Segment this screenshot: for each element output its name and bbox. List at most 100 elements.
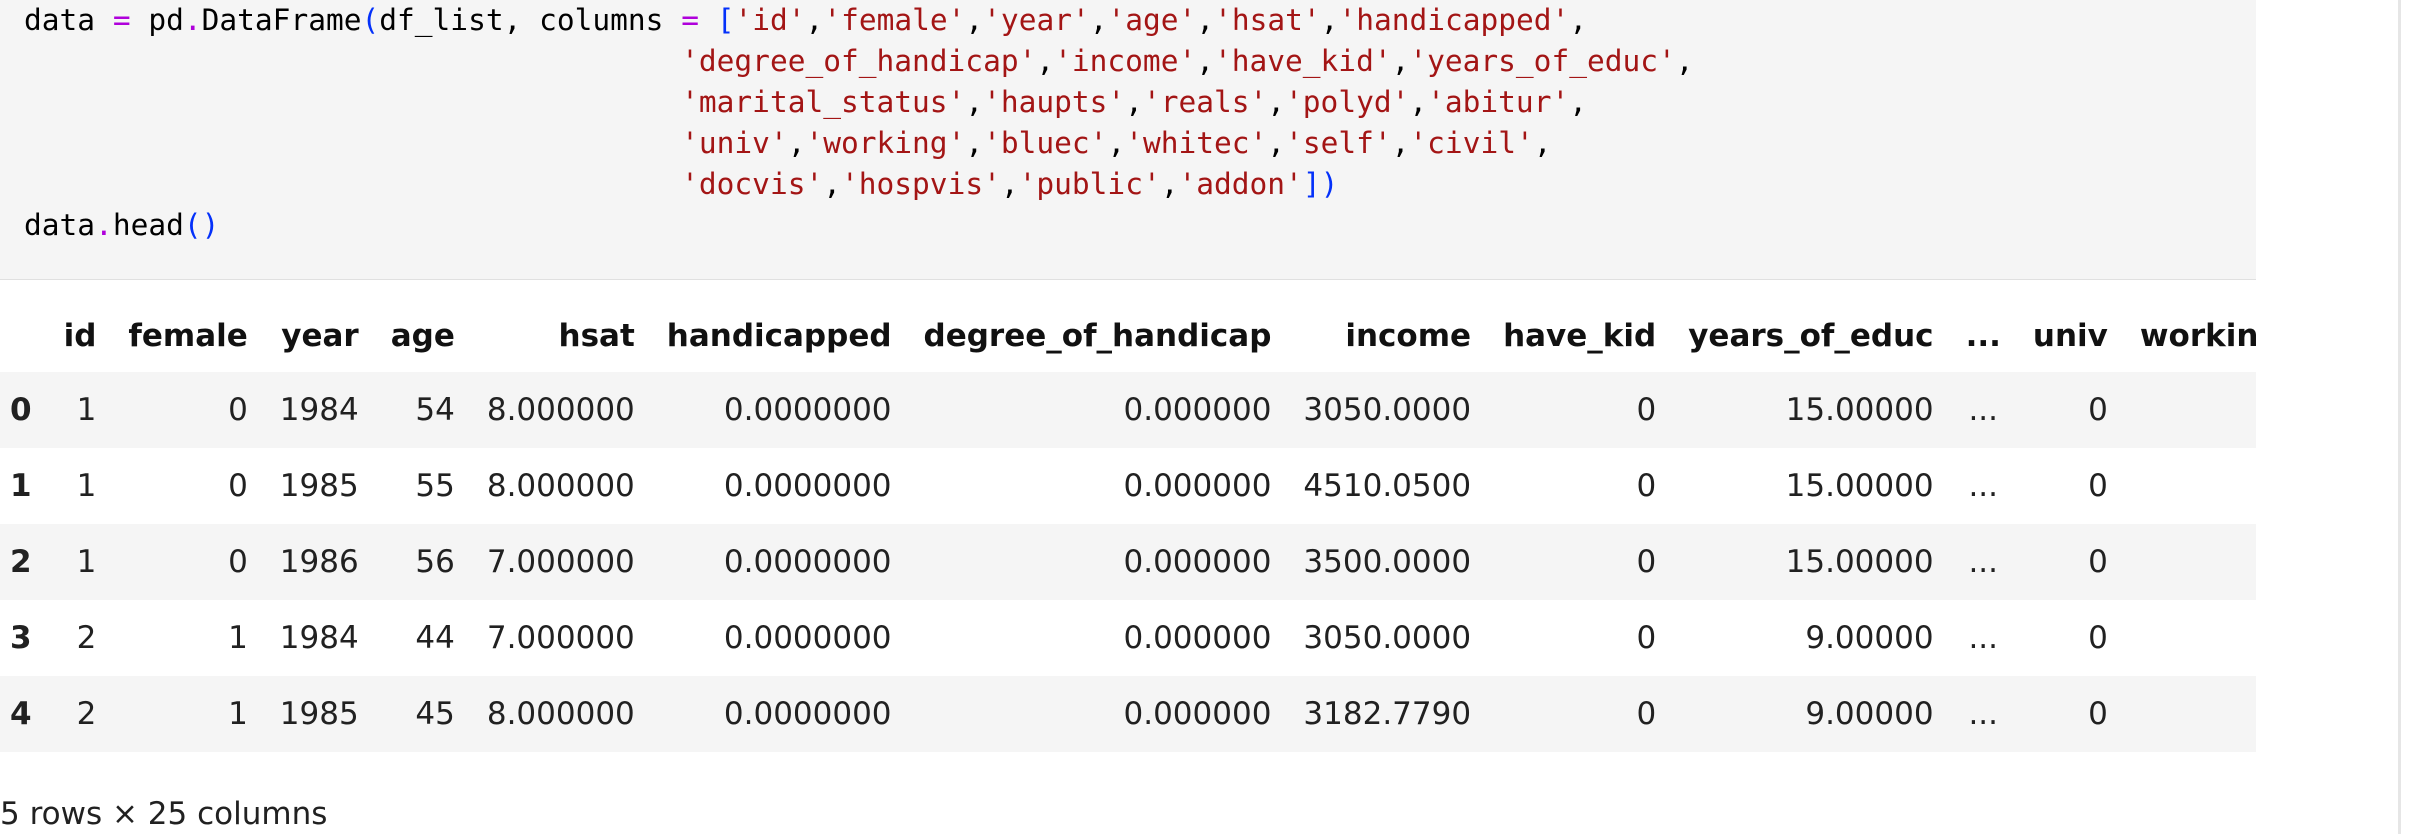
code-token: = xyxy=(681,3,699,37)
column-header: working xyxy=(2139,318,2256,354)
table-cell: 3050.0000 xyxy=(1303,620,1472,656)
code-token: () xyxy=(183,208,220,242)
code-token: , xyxy=(1196,44,1214,78)
column-header: have_kid xyxy=(1503,318,1657,354)
table-cell: 0.000000 xyxy=(1123,392,1272,428)
code-token: data xyxy=(24,3,113,37)
code-token: df_list, columns xyxy=(379,3,682,37)
table-cell: 0.0000000 xyxy=(723,696,892,732)
code-line: 'marital_status','haupts','reals','polyd… xyxy=(24,85,1587,119)
table-cell: 1 xyxy=(76,544,97,580)
code-token: 'abitur' xyxy=(1427,85,1570,119)
table-row: 4 2 1 1985 45 8.000000 0.0000000 0.000000 3182.7… xyxy=(0,676,2256,752)
table-cell: 0 xyxy=(2124,676,2256,752)
code-token: 'civil' xyxy=(1409,126,1534,160)
code-token: . xyxy=(95,208,113,242)
code-line: 'docvis','hospvis','public','addon']) xyxy=(24,167,1338,201)
code-token: 'female' xyxy=(823,3,966,37)
code-token: = xyxy=(112,3,131,37)
table-cell: 0 xyxy=(228,544,248,580)
table-row: 1 1 0 1985 55 8.000000 0.0000000 0.000000 4510.0… xyxy=(0,448,2256,524)
code-token: pd xyxy=(130,3,184,37)
code-token: , xyxy=(1125,85,1143,119)
table-cell: 1 xyxy=(2124,524,2256,600)
table-cell: 0.0000000 xyxy=(723,544,892,580)
code-token: 'hsat' xyxy=(1214,3,1321,37)
table-cell: 0.000000 xyxy=(1123,620,1272,656)
code-token: , xyxy=(1320,3,1339,37)
code-cell[interactable]: data = pd.DataFrame(df_list, columns = [… xyxy=(0,0,2256,280)
table-cell: 0.000000 xyxy=(1123,544,1272,580)
table-cell: 1 xyxy=(76,392,97,428)
table-cell: 3050.0000 xyxy=(1303,392,1472,428)
table-cell: 1 xyxy=(2124,448,2256,524)
table-cell: 1 xyxy=(2124,372,2256,448)
code-token: 'self' xyxy=(1285,126,1392,160)
code-token: 'year' xyxy=(983,3,1090,37)
table-cell: 1985 xyxy=(279,696,359,732)
code-token: 'public' xyxy=(1018,167,1161,201)
code-token: , xyxy=(1107,126,1126,160)
code-token: , xyxy=(1267,126,1286,160)
table-cell: ... xyxy=(1968,392,1999,428)
table-cell: ... xyxy=(1968,696,1999,732)
code-token xyxy=(699,3,717,37)
table-cell: 7.000000 xyxy=(486,544,635,580)
table-cell: 55 xyxy=(415,468,455,504)
table-cell: 0 xyxy=(2088,544,2108,580)
code-token: , xyxy=(1569,3,1588,37)
scrollbar-track[interactable] xyxy=(2398,0,2401,834)
column-header: id xyxy=(63,318,97,354)
code-token: , xyxy=(965,3,984,37)
table-cell: 0.000000 xyxy=(1123,468,1272,504)
table-cell: 0 xyxy=(1636,696,1657,732)
table-cell: 2 xyxy=(76,620,97,656)
code-token: 'id' xyxy=(734,3,806,37)
table-cell: 0 xyxy=(2124,600,2256,676)
code-token: 'haupts' xyxy=(983,85,1126,119)
code-token: ( xyxy=(361,3,380,37)
table-cell: ... xyxy=(1968,544,1999,580)
table-body: 0 1 0 1984 54 8.000000 0.0000000 0.000000 3050.0… xyxy=(0,372,2256,752)
row-index: 2 xyxy=(10,544,32,580)
code-line: 'univ','working','bluec','whitec','self'… xyxy=(24,126,1551,160)
table-cell: 0 xyxy=(2088,620,2108,656)
table-cell: 54 xyxy=(415,392,455,428)
code-token: , xyxy=(965,126,984,160)
table-cell: ... xyxy=(1968,468,1999,504)
table-cell: 44 xyxy=(415,620,455,656)
code-editor[interactable]: data = pd.DataFrame(df_list, columns = [… xyxy=(24,0,1694,246)
table-cell: 1 xyxy=(228,620,248,656)
code-line: data = pd.DataFrame(df_list, columns = [… xyxy=(24,3,1587,37)
table-cell: 0 xyxy=(1636,544,1657,580)
table-cell: 7.000000 xyxy=(486,620,635,656)
table-cell: 0 xyxy=(1636,620,1657,656)
code-token: 'whitec' xyxy=(1125,126,1268,160)
code-token: , xyxy=(1409,85,1428,119)
code-token: , xyxy=(1391,44,1410,78)
code-token: , xyxy=(1196,3,1215,37)
code-token: , xyxy=(805,3,824,37)
code-token: , xyxy=(1089,3,1108,37)
table-cell: 1984 xyxy=(279,392,359,428)
code-token: , xyxy=(1569,85,1587,119)
code-token: . xyxy=(183,3,202,37)
table-cell: 1986 xyxy=(279,544,359,580)
code-token: data xyxy=(24,208,96,242)
code-token: 'hospvis' xyxy=(841,167,1001,201)
table-cell: 3182.7790 xyxy=(1303,696,1472,732)
table-cell: 4510.0500 xyxy=(1303,468,1472,504)
code-token xyxy=(24,85,681,119)
row-column-count: 5 rows × 25 columns xyxy=(0,796,328,832)
table-cell: 0 xyxy=(2088,468,2108,504)
table-cell: 8.000000 xyxy=(486,468,635,504)
code-line: data.head() xyxy=(24,208,219,242)
code-token: 'years_of_educ' xyxy=(1409,44,1676,78)
table-cell: 9.00000 xyxy=(1805,696,1934,732)
code-token: , xyxy=(1160,167,1179,201)
table-cell: 3500.0000 xyxy=(1303,544,1472,580)
code-token: 'handicapped' xyxy=(1338,3,1570,37)
table-cell: 1 xyxy=(228,696,248,732)
table-row: 2 1 0 1986 56 7.000000 0.0000000 0.000000 3500.0… xyxy=(0,524,2256,600)
table-cell: 2 xyxy=(76,696,97,732)
